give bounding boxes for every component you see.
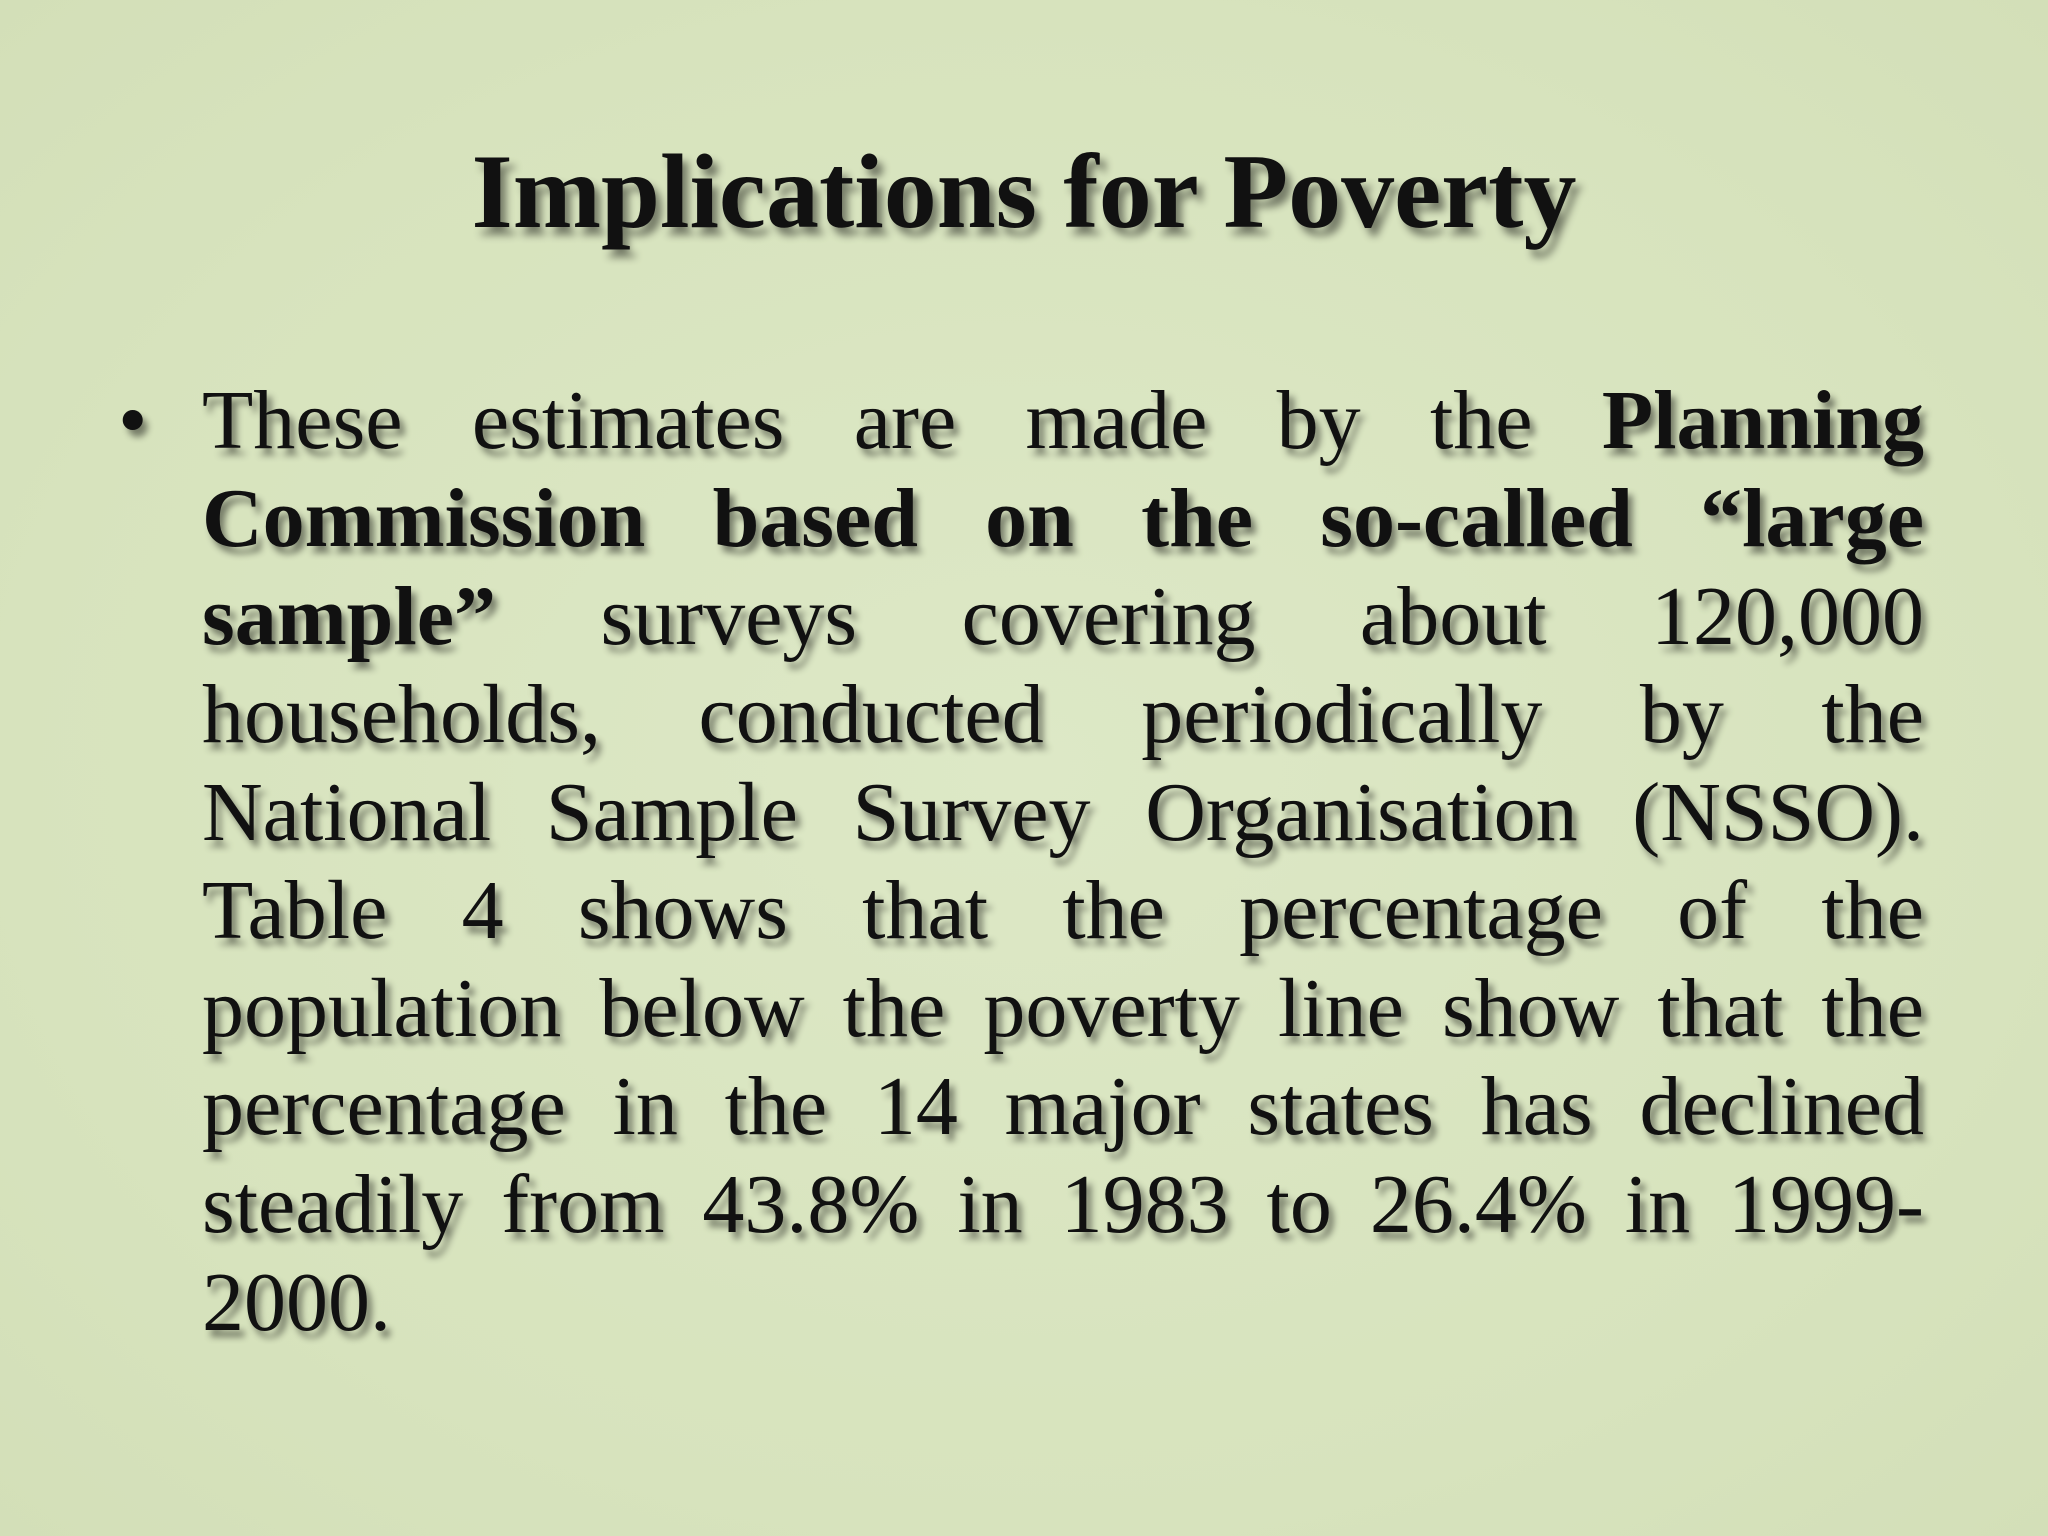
bullet-text: These estimates are made by the Planning…	[202, 372, 1924, 1352]
text-segment-2-bold: Planning Commission based on the so-call…	[202, 374, 1924, 663]
text-segment-3: surveys covering about 120,000 household…	[202, 570, 1924, 1349]
bullet-item: • These estimates are made by the Planni…	[118, 372, 1924, 1352]
bullet-marker: •	[118, 374, 148, 467]
slide-title: Implications for Poverty	[471, 133, 1577, 250]
text-segment-1: These estimates are made by the	[202, 374, 1602, 467]
slide-body: • These estimates are made by the Planni…	[118, 372, 1924, 1352]
